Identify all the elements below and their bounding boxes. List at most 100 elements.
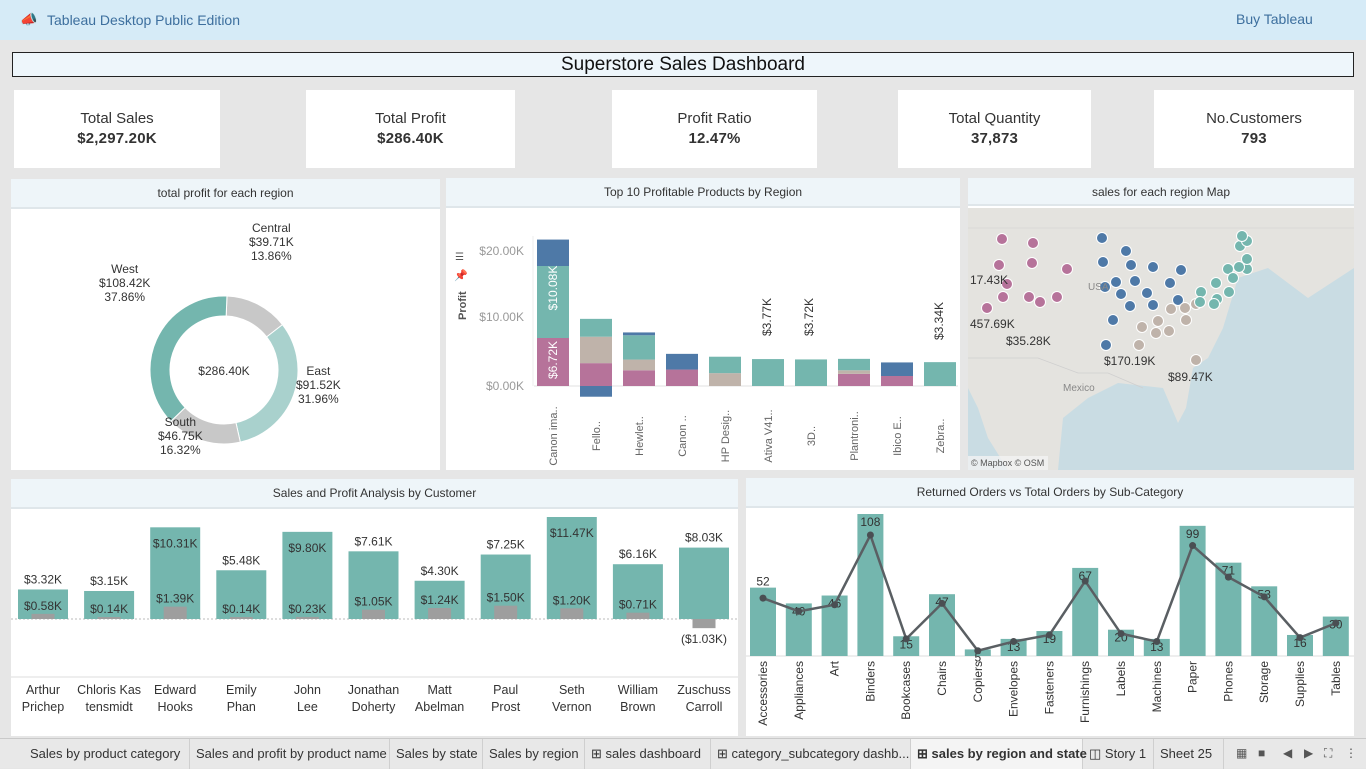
map-point-central[interactable] [1147,299,1159,311]
map-point-west[interactable] [1027,237,1039,249]
bar-segment-east[interactable] [881,362,913,376]
bar-segment-south[interactable] [623,359,655,371]
map-point-south[interactable] [1136,321,1148,333]
map-point-west[interactable] [1061,263,1073,275]
returned-orders-point[interactable] [1189,542,1197,550]
donut-slice-east[interactable] [235,323,299,443]
map-point-central[interactable] [1175,264,1187,276]
map-point-south[interactable] [1163,325,1175,337]
profit-bar[interactable] [163,606,187,619]
tab-sales-by-product-category[interactable]: Sales by product category [24,739,190,769]
tab-sales-and-profit-by-product-name[interactable]: Sales and profit by product name [190,739,390,769]
show-tabs-icon[interactable]: ■ [1258,746,1266,760]
bar-segment-central[interactable] [881,376,913,386]
returned-orders-point[interactable] [831,601,839,609]
map-point-east[interactable] [1236,230,1248,242]
map-point-central[interactable] [1172,294,1184,306]
returned-orders-point[interactable] [759,594,767,602]
map-point-south[interactable] [1165,303,1177,315]
show-filmstrip-icon[interactable]: ▦ [1236,746,1248,760]
sort-icon[interactable]: ☰ [455,252,464,263]
sales-bar[interactable] [612,564,663,619]
map-point-west[interactable] [997,291,1009,303]
map-point-central[interactable] [1141,287,1153,299]
profit-bar[interactable] [692,619,716,629]
bar-segment-east[interactable] [580,386,612,397]
bar-segment-central[interactable] [838,373,870,386]
bar-segment-west[interactable] [838,358,870,371]
pin-icon[interactable]: 📌 [454,268,468,282]
map-point-central[interactable] [1099,281,1111,293]
bar-segment-west[interactable] [580,318,612,337]
profit-bar[interactable] [428,607,452,619]
map-point-east[interactable] [1210,277,1222,289]
map-point-central[interactable] [1164,277,1176,289]
returned-orders-point[interactable] [1045,631,1053,639]
sales-bar[interactable] [216,570,267,619]
returned-orders-point[interactable] [866,531,874,539]
tab-sales-by-region[interactable]: Sales by region [483,739,585,769]
profit-bar[interactable] [494,605,518,619]
map-point-central[interactable] [1096,232,1108,244]
map-point-central[interactable] [1100,339,1112,351]
total-orders-bar[interactable] [1143,638,1170,656]
sales-bar[interactable] [84,590,135,619]
returned-orders-point[interactable] [974,647,982,655]
map-point-central[interactable] [1124,300,1136,312]
tab-sales-by-state[interactable]: Sales by state [390,739,483,769]
returned-orders-point[interactable] [938,599,946,607]
map-point-central[interactable] [1110,276,1122,288]
map-point-west[interactable] [981,302,993,314]
map-point-west[interactable] [1001,278,1013,290]
sales-bar[interactable] [546,517,597,619]
map-point-east[interactable] [1241,253,1253,265]
map-point-central[interactable] [1115,288,1127,300]
map-point-west[interactable] [993,259,1005,271]
buy-tableau-link[interactable]: Buy Tableau [1236,11,1313,27]
returned-orders-point[interactable] [1117,630,1125,638]
map-point-west[interactable] [1023,291,1035,303]
bar-segment-central[interactable] [623,370,655,386]
bar-segment-west[interactable] [924,362,956,386]
returned-orders-point[interactable] [1153,638,1161,646]
tab-sheet-25[interactable]: Sheet 25 [1154,739,1224,769]
map-point-east[interactable] [1208,298,1220,310]
map-point-south[interactable] [1180,314,1192,326]
bar-segment-west[interactable] [709,356,741,374]
returned-orders-point[interactable] [1332,619,1340,627]
sales-bar[interactable] [282,531,333,619]
bar-segment-west[interactable] [752,359,784,386]
bar-segment-central[interactable] [580,363,612,386]
profit-bar[interactable] [362,609,385,619]
profit-bar[interactable] [97,617,121,619]
map-point-south[interactable] [1152,315,1164,327]
profit-bar[interactable] [560,608,584,619]
returned-orders-point[interactable] [1010,638,1018,646]
tab-sales-dashboard[interactable]: ⊞ sales dashboard [585,739,711,769]
bar-segment-central[interactable] [537,338,569,386]
returned-orders-point[interactable] [795,607,803,615]
prev-first-icon[interactable]: ◀ [1283,746,1293,760]
map-point-central[interactable] [1107,314,1119,326]
region-map[interactable]: USA Mexico 17.43K 457.69K $35.28K $170.1… [968,208,1354,470]
map-point-central[interactable] [1147,261,1159,273]
donut-slice-west[interactable] [149,295,228,423]
profit-bar[interactable] [31,613,55,619]
fullscreen-icon[interactable]: ⛶ [1324,746,1333,760]
map-point-south[interactable] [1133,339,1145,351]
map-point-east[interactable] [1223,286,1235,298]
bar-segment-south[interactable] [709,373,741,386]
returned-orders-point[interactable] [1224,573,1232,581]
next-icon[interactable]: ▶ [1304,746,1314,760]
sales-bar[interactable] [679,547,729,619]
tab-sales-by-region-and-state[interactable]: ⊞ sales by region and state [911,739,1087,769]
returned-orders-point[interactable] [1296,634,1304,642]
bar-segment-central[interactable] [666,369,698,386]
returned-orders-point[interactable] [1260,593,1268,601]
map-point-east[interactable] [1233,261,1245,273]
bar-segment-south[interactable] [838,370,870,374]
bar-segment-west[interactable] [537,266,569,338]
map-point-south[interactable] [1179,302,1191,314]
returned-orders-point[interactable] [1081,577,1089,585]
tab-category-subcategory-dashboard[interactable]: ⊞ category_subcategory dashb... [711,739,911,769]
